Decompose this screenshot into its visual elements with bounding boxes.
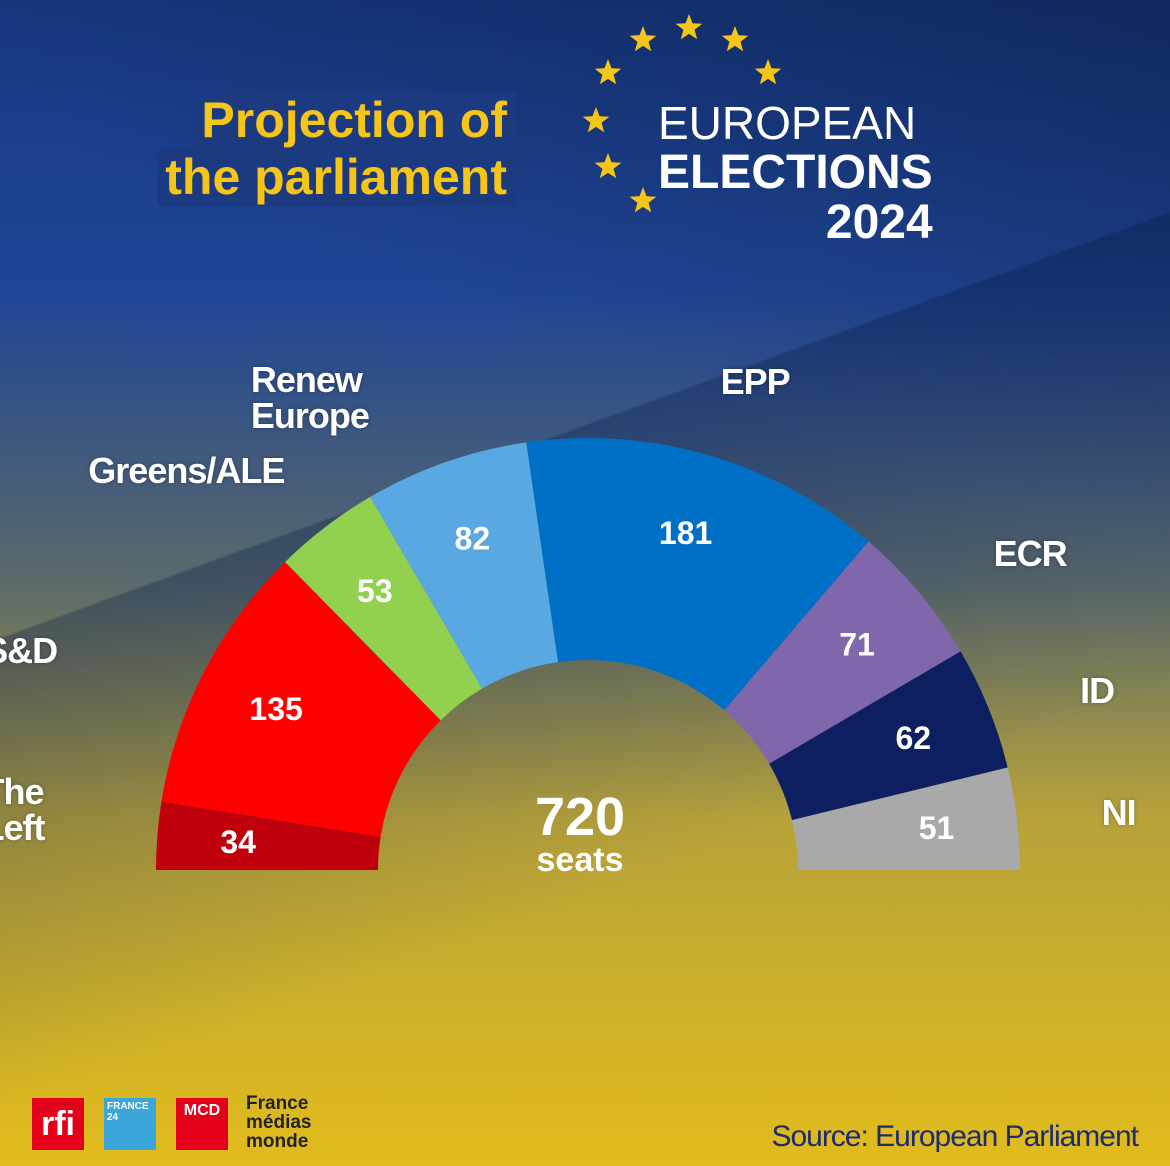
party-label: EPP: [720, 360, 791, 402]
logo-line-2: ELECTIONS: [658, 146, 933, 199]
seat-segment-id: [769, 651, 1008, 821]
seat-value-label: 53: [357, 573, 393, 609]
mcd-logo: MCD: [176, 1098, 228, 1150]
rfi-logo: rfi: [32, 1098, 84, 1150]
title-line-1: Projection of: [193, 92, 515, 149]
seat-segment-s-d: [161, 562, 441, 837]
party-label: TheLeft: [0, 770, 46, 848]
seat-value-label: 51: [919, 810, 955, 846]
total-seats-number: 720: [534, 787, 626, 847]
party-label: Renew Europe: [250, 358, 370, 436]
seat-value-label: 181: [659, 515, 712, 551]
elections-logo: EUROPEAN ELECTIONS 2024: [658, 98, 933, 248]
star-icon: [754, 59, 782, 85]
party-label: Greens/ALE: [88, 450, 285, 492]
seat-segment-greens-ale: [285, 496, 483, 721]
seat-segment-ecr: [724, 541, 961, 764]
seat-value-label: 34: [220, 824, 256, 860]
source-note: Source: European Parliament: [771, 1120, 1139, 1153]
fmm-line-3: monde: [246, 1131, 309, 1152]
seat-value-label: 135: [249, 691, 302, 727]
star-icon: [594, 153, 622, 179]
star-icon: [721, 26, 749, 52]
seat-value-label: 62: [896, 720, 932, 756]
seat-value-label: 71: [839, 627, 875, 663]
seat-segment-the-left: [156, 801, 381, 870]
seat-segment-renew-europe: [370, 442, 559, 689]
logo-line-3: 2024: [825, 196, 933, 249]
star-icon: [594, 59, 622, 85]
total-seats: 720 seats: [500, 787, 660, 879]
total-seats-unit: seats: [536, 841, 624, 879]
eu-stars-icon: [582, 14, 782, 213]
star-icon: [582, 107, 610, 133]
france24-logo: FRANCE 24: [104, 1098, 156, 1150]
title-line-2: the parliament: [157, 149, 515, 206]
star-icon: [629, 26, 657, 52]
seat-segment-epp: [526, 438, 869, 711]
seat-value-label: 82: [455, 521, 491, 557]
france-medias-monde-logo: France médias monde: [246, 1094, 311, 1151]
party-label: S&D: [0, 630, 58, 672]
party-label: ECR: [993, 532, 1068, 574]
fmm-line-1: France: [246, 1093, 309, 1114]
seat-segment-ni: [792, 767, 1020, 870]
party-label: ID: [1080, 669, 1115, 711]
star-icon: [675, 14, 703, 40]
party-label: NI: [1101, 792, 1137, 834]
star-icon: [629, 187, 657, 213]
page-title: Projection of the parliament: [157, 92, 515, 206]
logo-line-1: EUROPEAN: [658, 97, 917, 149]
fmm-line-2: médias: [246, 1112, 312, 1133]
